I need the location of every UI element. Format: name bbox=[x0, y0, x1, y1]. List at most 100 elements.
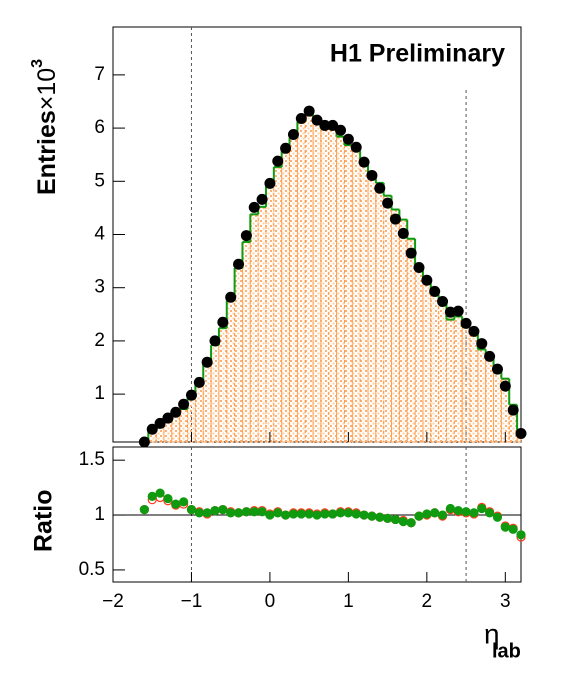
ratio-point bbox=[390, 514, 401, 525]
x-tick-label: −1 bbox=[181, 591, 203, 612]
data-point bbox=[240, 230, 252, 242]
y-tick-label: 3 bbox=[94, 277, 105, 298]
ratio-point bbox=[155, 488, 165, 498]
ratio-point bbox=[375, 512, 385, 522]
y-tick-label: 1.5 bbox=[79, 449, 105, 470]
mc-bin bbox=[375, 183, 385, 443]
x-label-sub: lab bbox=[492, 640, 521, 662]
mc-bin bbox=[226, 300, 236, 443]
ratio-label: Ratio bbox=[30, 490, 58, 553]
data-point bbox=[256, 193, 268, 205]
ratio-point bbox=[414, 511, 424, 521]
y-tick-label: 2 bbox=[94, 330, 105, 351]
ratio-point bbox=[422, 509, 432, 519]
data-point bbox=[248, 201, 260, 213]
data-point bbox=[429, 285, 441, 297]
y-tick-label: 4 bbox=[94, 224, 105, 245]
mc-bin bbox=[296, 122, 306, 443]
y-tick-label: 5 bbox=[94, 170, 105, 191]
data-point bbox=[484, 350, 496, 362]
x-tick-label: 0 bbox=[265, 591, 276, 612]
data-point bbox=[178, 398, 190, 410]
ratio-point bbox=[249, 507, 259, 517]
data-point bbox=[217, 316, 229, 328]
ratio-point bbox=[186, 504, 197, 515]
x-tick-label: 2 bbox=[422, 591, 433, 612]
y-tick-label: 1 bbox=[94, 383, 105, 404]
ratio-point bbox=[437, 510, 448, 520]
ratio-point bbox=[335, 508, 346, 518]
mc-bin bbox=[438, 299, 447, 443]
ratio-point bbox=[139, 504, 149, 515]
ratio-point bbox=[241, 507, 251, 517]
mc-bin bbox=[202, 363, 212, 443]
ratio-point bbox=[296, 509, 306, 519]
ratio-point bbox=[320, 509, 330, 519]
mc-bin bbox=[328, 129, 338, 443]
ratio-point bbox=[265, 510, 275, 520]
mc-bin bbox=[351, 151, 361, 443]
mc-bin bbox=[257, 207, 267, 443]
ratio-point bbox=[202, 508, 212, 518]
ratio-point bbox=[288, 509, 299, 519]
data-point bbox=[499, 380, 511, 392]
ratio-point bbox=[343, 508, 353, 518]
ratio-point bbox=[359, 510, 369, 520]
y-tick-label: 7 bbox=[94, 64, 105, 85]
data-point bbox=[272, 155, 284, 167]
mc-bin bbox=[398, 220, 408, 443]
mc-bin bbox=[273, 167, 283, 443]
data-point bbox=[138, 436, 150, 448]
y-tick-label: 6 bbox=[94, 117, 105, 138]
data-point bbox=[209, 335, 221, 347]
ratio-point bbox=[469, 508, 479, 518]
ratio-point bbox=[508, 524, 518, 534]
data-point bbox=[342, 133, 354, 145]
data-point bbox=[358, 156, 370, 168]
ratio-point bbox=[194, 508, 204, 518]
mc-bin bbox=[477, 347, 487, 443]
data-point bbox=[374, 182, 386, 194]
data-point bbox=[405, 247, 417, 259]
ratio-point bbox=[383, 513, 393, 523]
data-point bbox=[491, 363, 503, 375]
data-point bbox=[154, 417, 166, 429]
data-point bbox=[280, 142, 292, 154]
mc-bin bbox=[234, 268, 243, 443]
data-point bbox=[413, 261, 425, 273]
mc-bin bbox=[179, 407, 189, 443]
y-tick-label: 0.5 bbox=[79, 559, 105, 580]
mc-bin bbox=[461, 325, 471, 443]
chart-title: H1 Preliminary bbox=[330, 40, 505, 68]
data-point bbox=[468, 325, 480, 337]
ratio-point bbox=[163, 493, 173, 504]
x-tick-label: −2 bbox=[102, 591, 124, 612]
x-tick-label: 3 bbox=[500, 591, 511, 612]
mc-bin bbox=[163, 420, 173, 443]
mc-bin bbox=[430, 293, 440, 443]
mc-bin bbox=[312, 120, 322, 443]
x-tick-label: 1 bbox=[343, 591, 354, 612]
ratio-point bbox=[351, 509, 361, 519]
ratio-point bbox=[406, 518, 416, 528]
data-point bbox=[201, 356, 213, 368]
x-label: η bbox=[484, 618, 500, 649]
y-label-exp: 3 bbox=[29, 59, 46, 68]
data-point bbox=[295, 113, 307, 125]
ratio-point bbox=[398, 517, 408, 527]
mc-bin bbox=[336, 137, 345, 443]
data-point bbox=[507, 404, 519, 416]
mc-bin bbox=[249, 214, 259, 443]
ratio-point bbox=[500, 522, 510, 532]
mc-bin bbox=[289, 138, 298, 443]
mc-bin bbox=[485, 358, 495, 443]
data-point bbox=[162, 412, 174, 424]
mc-bin bbox=[391, 209, 400, 443]
ratio-point bbox=[179, 497, 189, 507]
ratio-point bbox=[516, 530, 526, 540]
mc-bin bbox=[194, 382, 204, 443]
mc-bin bbox=[281, 148, 291, 443]
data-point bbox=[366, 169, 378, 181]
data-point bbox=[287, 128, 299, 140]
